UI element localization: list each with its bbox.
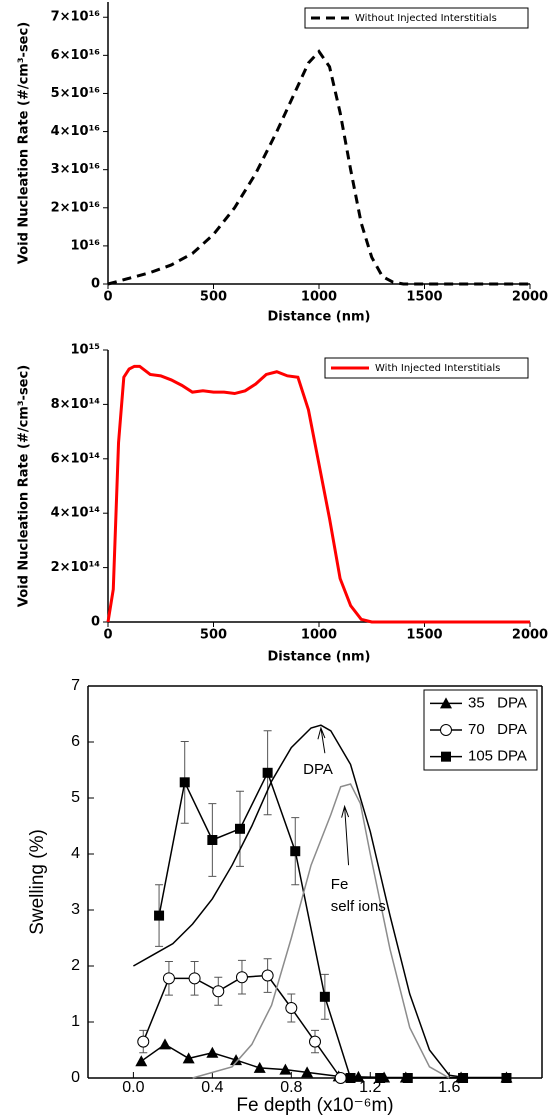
y-tick-label: 7: [71, 677, 80, 694]
marker: [375, 1073, 386, 1083]
y-tick-label: 8×10¹⁴: [51, 397, 101, 412]
marker: [334, 1072, 347, 1084]
marker: [135, 1055, 148, 1067]
series-line: [140, 1043, 507, 1079]
y-axis-title: Void Nucleation Rate (#/cm³-sec): [17, 365, 32, 607]
marker: [261, 969, 274, 982]
y-tick-label: 4×10¹⁶: [51, 124, 101, 139]
y-tick-label: 10¹⁵: [71, 343, 100, 358]
x-tick-label: 2000: [512, 290, 548, 305]
y-tick-label: 2: [71, 957, 80, 974]
y-tick-label: 0: [91, 277, 100, 292]
marker: [137, 1035, 150, 1048]
legend-label: Without Injected Interstitials: [355, 13, 497, 24]
x-axis-title: Fe depth (x10⁻⁶m): [236, 1095, 393, 1116]
series-line: [158, 770, 507, 1079]
marker: [402, 1073, 413, 1083]
marker: [179, 777, 190, 788]
y-tick-label: 10¹⁶: [71, 238, 101, 253]
y-tick-label: 7×10¹⁶: [51, 10, 101, 25]
marker: [440, 697, 452, 709]
y-tick-label: 0: [91, 615, 100, 630]
marker: [154, 910, 165, 921]
series-line: [107, 49, 530, 286]
marker: [158, 1038, 171, 1050]
marker: [290, 846, 301, 857]
x-tick-label: 0: [103, 628, 112, 643]
y-tick-label: 3: [71, 901, 80, 918]
marker: [279, 1063, 292, 1075]
arrow: [341, 804, 350, 866]
y-tick-label: 4×10¹⁴: [51, 506, 101, 521]
marker: [262, 767, 273, 778]
y-tick-label: 6×10¹⁴: [51, 451, 101, 466]
x-tick-label: 0.8: [280, 1079, 302, 1096]
marker: [309, 1035, 321, 1048]
legend-label: With Injected Interstitials: [375, 363, 500, 374]
legend-box: [304, 7, 529, 29]
y-tick-label: 4: [71, 845, 80, 862]
marker: [319, 991, 330, 1002]
marker: [207, 835, 218, 845]
marker: [235, 971, 248, 984]
x-tick-label: 1500: [406, 628, 442, 643]
legend-label: 70 DPA: [468, 721, 527, 738]
legend-label: 35 DPA: [468, 694, 527, 711]
y-tick-label: 6×10¹⁶: [51, 48, 101, 63]
series-line: [192, 783, 450, 1079]
x-tick-label: 0.4: [201, 1079, 223, 1096]
legend-box: [324, 357, 529, 379]
y-tick-label: 2×10¹⁴: [51, 560, 101, 575]
x-tick-label: 1500: [406, 290, 442, 305]
x-tick-label: 0: [103, 290, 112, 305]
marker: [253, 1061, 266, 1073]
marker: [345, 1073, 356, 1083]
y-tick-label: 6: [71, 733, 80, 750]
x-tick-label: 1.6: [438, 1079, 460, 1096]
annotation: Fe: [331, 876, 349, 893]
y-tick-label: 3×10¹⁶: [51, 162, 101, 177]
chart: 0.0 0.4 0.8 1.2 1.6 0 1 2 3 4 5 6 7 Fe depth (x10⁻⁶m)…: [27, 677, 543, 1116]
marker: [212, 985, 225, 998]
arrow: [317, 726, 326, 754]
y-tick-label: 2×10¹⁶: [51, 200, 101, 215]
chart: 0 500 1000 1500 2000 0 10¹⁶ 2×10¹⁶ 3×10¹⁶ 4×10¹⁶ 5…: [17, 2, 548, 325]
x-tick-label: 1000: [301, 628, 337, 643]
marker: [234, 823, 245, 834]
x-axis-title: Distance (nm): [268, 650, 371, 665]
x-tick-label: 500: [200, 290, 227, 305]
y-tick-label: 1: [71, 1013, 80, 1030]
marker: [458, 1073, 469, 1083]
marker: [206, 1046, 219, 1058]
marker: [440, 724, 452, 736]
marker: [301, 1066, 314, 1078]
x-axis-title: Distance (nm): [268, 310, 371, 325]
y-tick-label: 0: [71, 1069, 80, 1086]
marker: [285, 1002, 298, 1014]
y-tick-label: 5×10¹⁶: [51, 86, 101, 101]
marker: [162, 972, 175, 985]
series-line: [133, 724, 470, 1079]
x-tick-label: 0.0: [122, 1079, 144, 1096]
marker: [230, 1054, 243, 1066]
y-tick-label: 5: [71, 789, 80, 806]
x-tick-label: 1.2: [359, 1079, 381, 1096]
series-line: [106, 364, 530, 624]
legend-label: 105 DPA: [468, 748, 527, 765]
marker: [188, 972, 201, 985]
marker: [441, 751, 451, 762]
x-tick-label: 2000: [512, 628, 548, 643]
x-tick-label: 500: [200, 628, 227, 643]
annotation: DPA: [303, 761, 333, 778]
x-tick-label: 1000: [301, 290, 337, 305]
marker: [501, 1073, 512, 1083]
y-axis-title: Void Nucleation Rate (#/cm³-sec): [17, 22, 32, 264]
y-axis-title: Swelling (%): [27, 829, 48, 935]
chart: 0 500 1000 1500 2000 0 2×10¹⁴ 4×10¹⁴ 6×10¹⁴ 8×10¹…: [17, 343, 549, 665]
marker: [182, 1052, 195, 1064]
annotation: self ions: [331, 898, 386, 915]
